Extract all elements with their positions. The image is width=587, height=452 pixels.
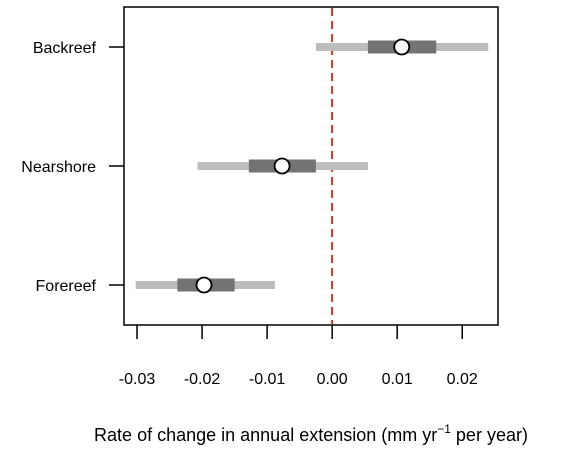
estimate-point-forereef <box>195 276 213 294</box>
x-tick-label: -0.02 <box>184 371 221 388</box>
x-tick-label: 0.02 <box>447 371 478 388</box>
estimate-point-backreef <box>393 38 411 56</box>
y-tick-label-nearshore: Nearshore <box>21 159 96 176</box>
x-axis-label-suffix: per year) <box>451 425 528 445</box>
estimate-point-nearshore <box>273 157 291 175</box>
y-tick-label-forereef: Forereef <box>36 278 97 295</box>
x-axis-label-main: Rate of change in annual extension (mm y… <box>94 425 437 445</box>
y-tick-label-backreef: Backreef <box>33 40 97 57</box>
x-axis-label-superscript: −1 <box>437 422 451 436</box>
x-tick-label: 0.01 <box>382 371 413 388</box>
x-tick-label: -0.03 <box>119 371 156 388</box>
x-axis-label: Rate of change in annual extension (mm y… <box>94 422 528 445</box>
x-tick-label: -0.01 <box>249 371 286 388</box>
x-tick-label: 0.00 <box>317 371 348 388</box>
